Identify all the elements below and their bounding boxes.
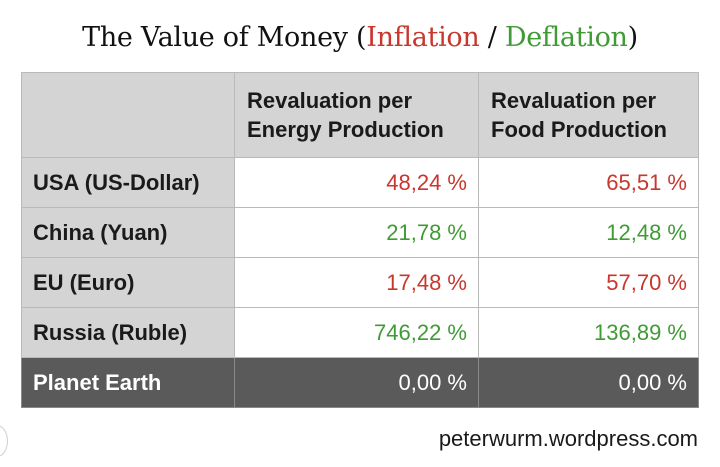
header-energy: Revaluation per Energy Production — [234, 72, 479, 158]
energy-value: 746,22 % — [234, 307, 479, 358]
value-table: Revaluation per Energy Production Revalu… — [21, 72, 699, 408]
food-value: 0,00 % — [478, 357, 699, 408]
header-food-line2: Food Production — [491, 117, 667, 142]
food-value: 65,51 % — [478, 157, 699, 208]
energy-value: 0,00 % — [234, 357, 479, 408]
source-credit: peterwurm.wordpress.com — [438, 426, 698, 451]
table-row: China (Yuan) 21,78 % 12,48 % — [21, 207, 699, 258]
table-row: Russia (Ruble) 746,22 % 136,89 % — [21, 307, 699, 358]
header-row: Revaluation per Energy Production Revalu… — [21, 72, 699, 158]
header-energy-line1: Revaluation per — [247, 88, 413, 113]
title-prefix: The Value of Money ( — [82, 22, 367, 53]
food-value: 57,70 % — [478, 257, 699, 308]
energy-value: 48,24 % — [234, 157, 479, 208]
title-deflation: Deflation — [504, 22, 628, 53]
header-food: Revaluation per Food Production — [478, 72, 699, 158]
row-label: China (Yuan) — [21, 207, 235, 258]
table-row: EU (Euro) 17,48 % 57,70 % — [21, 257, 699, 308]
energy-value: 17,48 % — [234, 257, 479, 308]
table-row: USA (US-Dollar) 48,24 % 65,51 % — [21, 157, 699, 208]
chart-title: The Value of Money (Inflation / Deflatio… — [0, 22, 720, 53]
header-energy-line2: Energy Production — [247, 117, 444, 142]
total-row: Planet Earth 0,00 % 0,00 % — [21, 357, 699, 408]
row-label: Planet Earth — [21, 357, 235, 408]
energy-value: 21,78 % — [234, 207, 479, 258]
title-suffix: ) — [627, 22, 639, 53]
title-inflation: Inflation — [366, 22, 480, 53]
row-label: EU (Euro) — [21, 257, 235, 308]
food-value: 136,89 % — [478, 307, 699, 358]
row-label: USA (US-Dollar) — [21, 157, 235, 208]
header-food-line1: Revaluation per — [491, 88, 657, 113]
title-separator: / — [479, 22, 505, 53]
row-label: Russia (Ruble) — [21, 307, 235, 358]
food-value: 12,48 % — [478, 207, 699, 258]
header-corner-cell — [21, 72, 235, 158]
corner-circle-mark — [0, 425, 8, 457]
